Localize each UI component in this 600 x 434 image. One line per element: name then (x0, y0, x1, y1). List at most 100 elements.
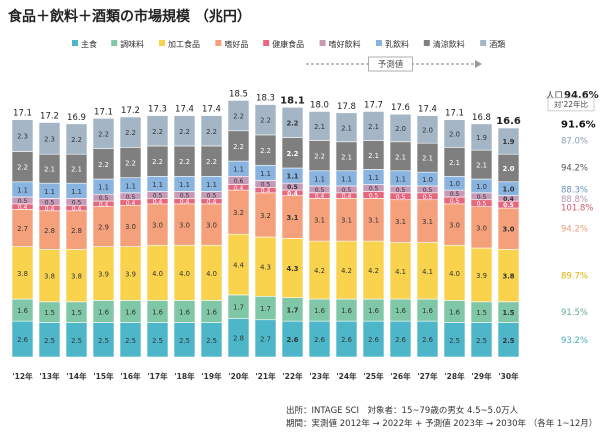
bar-value-label-7-13: 1.1 (341, 175, 352, 183)
bar-value-label-6-9: 0.6 (234, 178, 244, 185)
total-label-11: 18.1 (280, 95, 305, 106)
bar-value-label-9-11: 2.2 (286, 119, 298, 127)
x-tick-label-1: '12年 (12, 371, 33, 381)
bar-value-label-9-5: 2.2 (125, 129, 136, 137)
chart-title: 食品＋飲料＋酒類の市場規模 （兆円） (8, 8, 251, 25)
total-label-9: 18.5 (229, 89, 248, 99)
bar-value-label-3-15: 4.1 (395, 268, 406, 276)
bar-value-label-4-1: 2.7 (17, 225, 28, 233)
bar-value-label-5-18: 0.5 (477, 201, 487, 208)
bar-value-label-1-12: 2.6 (314, 336, 325, 344)
right-label-8-value: 101.8% (561, 203, 593, 213)
bar-value-label-2-1: 1.6 (17, 307, 28, 315)
bar-value-label-4-17: 3.0 (449, 222, 460, 230)
bar-value-label-9-8: 2.2 (206, 128, 217, 136)
bar-value-label-3-7: 4.0 (179, 270, 190, 278)
bar-value-label-1-5: 2.5 (125, 337, 136, 345)
bar-value-label-1-6: 2.5 (152, 337, 163, 345)
bar-value-label-6-12: 0.5 (315, 187, 325, 194)
bar-value-label-1-15: 2.6 (395, 336, 406, 344)
bar-value-label-6-1: 0.5 (18, 198, 28, 205)
bar-value-label-8-7: 2.2 (179, 158, 190, 166)
legend-swatch-9 (480, 40, 487, 46)
bar-value-label-1-7: 2.5 (179, 337, 190, 345)
bar-value-label-2-8: 1.6 (206, 308, 217, 316)
bar-value-label-7-14: 1.1 (368, 174, 379, 182)
x-tick-label-3: '14年 (66, 371, 87, 381)
bar-value-label-8-12: 2.2 (314, 153, 325, 161)
legend-swatch-7 (376, 40, 382, 46)
x-tick-label-11: '22年 (282, 371, 303, 381)
bar-value-label-1-4: 2.5 (98, 337, 109, 345)
bar-segment-9-2 (38, 122, 61, 155)
bar-value-label-3-13: 4.2 (341, 267, 352, 275)
x-tick-label-18: '29年 (471, 371, 492, 381)
bar-value-label-1-19: 2.5 (502, 337, 514, 345)
total-label-17: 17.1 (445, 109, 464, 119)
bar-value-label-5-11: 0.4 (287, 190, 298, 197)
bar-value-label-8-1: 2.2 (17, 164, 28, 172)
bar-value-label-7-10: 1.1 (260, 170, 271, 178)
x-axis-labels: '12年 '13年 '14年 '15年 '16年 '17年 '18年 '19年 '20年 '21年… (12, 371, 519, 381)
bar-segment-9-6 (146, 115, 169, 147)
bar-value-label-5-14: 0.5 (369, 192, 379, 199)
bar-value-label-3-16: 4.1 (422, 268, 433, 276)
bar-value-label-2-10: 1.7 (260, 305, 271, 313)
legend-label-6: 嗜好飲料 (329, 39, 361, 49)
bar-value-label-5-3: 0.4 (72, 206, 82, 213)
total-label-4: 17.1 (94, 107, 113, 117)
bar-value-label-3-12: 4.2 (314, 267, 325, 275)
x-tick-label-14: '25年 (363, 371, 384, 381)
right-label-10-value: 89.7% (561, 272, 588, 282)
bar-value-label-9-14: 2.1 (368, 123, 379, 131)
bar-value-label-1-17: 2.5 (449, 337, 460, 345)
right-label-11-value: 91.5% (561, 308, 588, 318)
bar-value-label-2-13: 1.6 (341, 307, 352, 315)
x-tick-label-6: '17年 (147, 371, 168, 381)
bar-segment-9-15 (389, 113, 412, 143)
bar-segment-9-16 (416, 115, 439, 144)
bar-value-label-9-10: 2.2 (260, 117, 271, 125)
bar-value-label-8-5: 2.2 (125, 159, 136, 167)
bar-value-label-1-14: 2.6 (368, 336, 379, 344)
bar-segment-9-14 (362, 111, 385, 141)
legend-label-7: 乳飲料 (385, 39, 409, 49)
right-label-2-text: 対'22年比 (554, 99, 589, 109)
bar-value-label-2-4: 1.6 (98, 308, 109, 316)
bar-value-label-1-3: 2.5 (71, 337, 82, 345)
bar-value-label-5-15: 0.5 (396, 194, 406, 201)
total-label-1: 17.1 (13, 109, 32, 119)
legend-swatch-3 (159, 40, 165, 46)
bar-value-label-4-9: 3.2 (233, 209, 244, 217)
bar-segment-9-19 (497, 127, 520, 155)
bar-value-label-2-11: 1.7 (286, 306, 298, 314)
total-label-14: 17.7 (364, 100, 383, 110)
right-label-4-value: 87.0% (561, 136, 588, 146)
bar-value-label-1-1: 2.6 (17, 336, 28, 344)
bar-value-label-7-6: 1.1 (152, 181, 163, 189)
bar-value-label-3-11: 4.3 (286, 265, 298, 273)
bar-value-label-2-17: 1.6 (449, 308, 460, 316)
bar-value-label-5-5: 0.4 (126, 200, 136, 207)
bar-value-label-2-7: 1.6 (179, 308, 190, 316)
bar-value-label-7-9: 1.1 (233, 166, 244, 174)
total-label-7: 17.4 (175, 105, 194, 115)
bar-value-label-4-8: 3.0 (206, 222, 217, 230)
legend-label-4: 嗜好品 (224, 39, 248, 49)
total-label-12: 18.0 (310, 100, 329, 110)
totals-group: 17.1 17.2 16.9 17.1 17.2 17.3 17.4 17.4 18.5 18.3… (13, 89, 521, 127)
bar-value-label-8-18: 2.1 (476, 162, 487, 170)
legend: 主食 調味料 加工食品 嗜好品 健康食品 嗜好飲料 乳飲料 清涼飲料 酒類 (72, 39, 505, 49)
bar-value-label-3-9: 4.4 (233, 262, 244, 270)
forecast-indicator: 予測値 (306, 56, 482, 72)
bar-value-label-7-12: 1.1 (314, 175, 325, 183)
bar-value-label-4-4: 2.9 (98, 224, 109, 232)
bar-value-label-4-7: 3.0 (179, 222, 190, 230)
legend-swatch-8 (423, 40, 430, 46)
x-tick-label-8: '19年 (201, 371, 222, 381)
x-tick-label-5: '16年 (120, 371, 141, 381)
bar-value-label-2-16: 1.6 (422, 307, 433, 315)
bar-segment-9-9 (227, 100, 250, 132)
total-label-3: 16.9 (67, 113, 86, 123)
